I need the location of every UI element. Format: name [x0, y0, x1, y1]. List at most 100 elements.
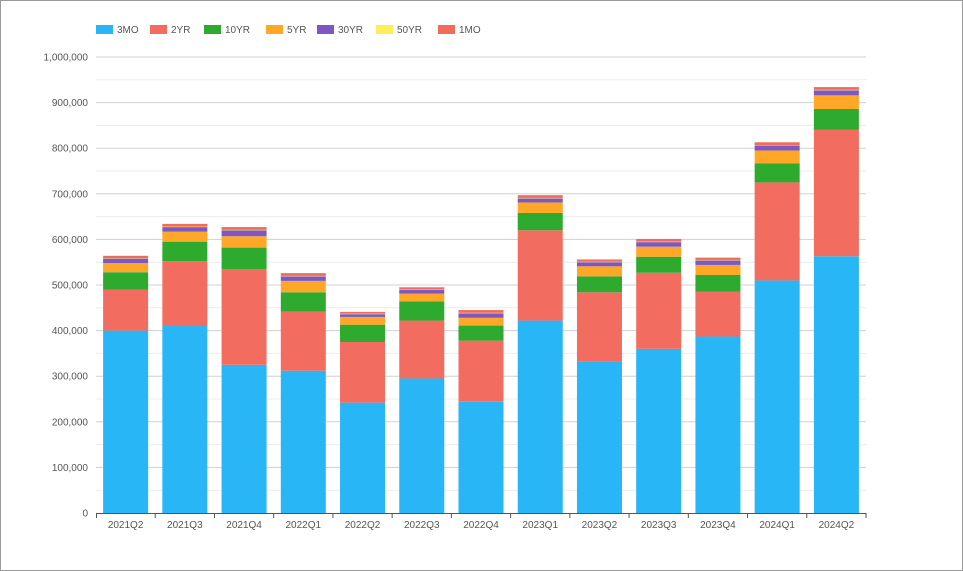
bar-segment-5yr-2023q1[interactable] [517, 202, 563, 213]
bar-segment-2yr-2023q2[interactable] [576, 292, 622, 362]
bar-segment-1mo-2023q3[interactable] [636, 238, 682, 242]
legend-swatch-5yr [266, 25, 283, 34]
bar-segment-1mo-2024q1[interactable] [754, 142, 800, 146]
bar-segment-10yr-2022q2[interactable] [340, 324, 386, 342]
legend[interactable]: 3MO 2YR 10YR 5YR 30YR 50YR 1MO [96, 25, 481, 36]
bar-segment-30yr-2022q3[interactable] [399, 290, 445, 294]
bar-segment-1mo-2024q2[interactable] [813, 87, 859, 90]
bar-segment-3mo-2024q2[interactable] [813, 256, 859, 513]
legend-item-30yr[interactable]: 30YR [317, 25, 363, 36]
bar-segment-30yr-2021q3[interactable] [162, 227, 208, 232]
bar-segment-1mo-2023q4[interactable] [695, 257, 741, 260]
legend-item-2yr[interactable]: 2YR [150, 25, 190, 36]
bar-segment-30yr-2023q3[interactable] [636, 242, 682, 247]
bar-segment-3mo-2023q3[interactable] [636, 348, 682, 513]
bar-segment-1mo-2023q2[interactable] [576, 259, 622, 262]
bar-segment-3mo-2023q1[interactable] [517, 320, 563, 513]
bar-segment-2yr-2024q2[interactable] [813, 129, 859, 257]
bar-segment-1mo-2021q3[interactable] [162, 223, 208, 227]
bar-segment-5yr-2024q1[interactable] [754, 150, 800, 164]
bar-segment-5yr-2023q2[interactable] [576, 266, 622, 277]
bar-segment-30yr-2022q2[interactable] [340, 314, 386, 317]
bar-segment-2yr-2021q4[interactable] [221, 269, 267, 365]
legend-item-3mo[interactable]: 3MO [96, 25, 139, 36]
bar-segment-1mo-2022q1[interactable] [280, 273, 326, 276]
bar-segment-3mo-2023q4[interactable] [695, 336, 741, 513]
bar-segment-2yr-2021q3[interactable] [162, 261, 208, 327]
legend-item-50yr[interactable]: 50YR [376, 25, 422, 36]
bar-segment-10yr-2024q1[interactable] [754, 163, 800, 183]
bar-segment-5yr-2021q4[interactable] [221, 236, 267, 248]
bar-segment-30yr-2023q4[interactable] [695, 260, 741, 265]
bar-segment-1mo-2021q2[interactable] [103, 255, 149, 259]
x-tick-label: 2023Q2 [582, 520, 618, 531]
bar-segment-5yr-2022q2[interactable] [340, 316, 386, 325]
bar-segment-30yr-2021q2[interactable] [103, 258, 149, 264]
bar-segment-10yr-2023q4[interactable] [695, 274, 741, 292]
bar-segment-5yr-2021q2[interactable] [103, 263, 149, 273]
bar-segment-10yr-2021q4[interactable] [221, 247, 267, 270]
bar-segment-30yr-2023q2[interactable] [576, 262, 622, 267]
bar-segment-3mo-2021q3[interactable] [162, 326, 208, 513]
bar-segment-5yr-2023q4[interactable] [695, 264, 741, 275]
bar-segment-2yr-2024q1[interactable] [754, 182, 800, 281]
bar-segment-30yr-2022q1[interactable] [280, 276, 326, 281]
bar-segment-5yr-2022q4[interactable] [458, 317, 504, 326]
bar-segment-10yr-2022q4[interactable] [458, 325, 504, 341]
bar-segment-30yr-2024q2[interactable] [813, 90, 859, 96]
bar-segment-10yr-2022q1[interactable] [280, 292, 326, 312]
bar-segment-10yr-2023q3[interactable] [636, 256, 682, 273]
bar-segment-10yr-2024q2[interactable] [813, 108, 859, 130]
y-tick-label: 0 [82, 509, 88, 520]
x-tick-label: 2023Q4 [700, 520, 736, 531]
y-tick-label: 300,000 [52, 372, 89, 383]
bar-segment-2yr-2023q4[interactable] [695, 291, 741, 337]
legend-label-30yr: 30YR [338, 25, 363, 36]
bar-segment-30yr-2022q4[interactable] [458, 313, 504, 318]
y-tick-label: 200,000 [52, 417, 89, 428]
bar-segment-3mo-2022q2[interactable] [340, 402, 386, 513]
bar-segment-10yr-2023q2[interactable] [576, 276, 622, 293]
bar-segment-5yr-2022q1[interactable] [280, 280, 326, 293]
bar-segment-1mo-2022q2[interactable] [340, 311, 386, 314]
legend-swatch-1mo [438, 25, 455, 34]
bar-segment-10yr-2023q1[interactable] [517, 212, 563, 231]
bar-segment-1mo-2022q3[interactable] [399, 287, 445, 290]
bar-segment-2yr-2023q1[interactable] [517, 230, 563, 321]
bars [103, 87, 859, 513]
bar-segment-3mo-2023q2[interactable] [576, 361, 622, 513]
bar-segment-3mo-2022q3[interactable] [399, 378, 445, 513]
bar-segment-2yr-2022q3[interactable] [399, 320, 445, 379]
bar-segment-3mo-2021q2[interactable] [103, 330, 149, 513]
legend-item-1mo[interactable]: 1MO [438, 25, 481, 36]
axes [96, 513, 867, 518]
y-tick-label: 500,000 [52, 281, 89, 292]
bar-segment-30yr-2021q4[interactable] [221, 230, 267, 237]
bar-segment-5yr-2023q3[interactable] [636, 246, 682, 257]
bar-segment-3mo-2024q1[interactable] [754, 280, 800, 513]
bar-segment-3mo-2022q1[interactable] [280, 370, 326, 513]
bar-segment-2yr-2022q2[interactable] [340, 342, 386, 403]
bar-segment-10yr-2021q2[interactable] [103, 272, 149, 290]
bar-segment-10yr-2021q3[interactable] [162, 241, 208, 262]
bar-segment-2yr-2023q3[interactable] [636, 272, 682, 349]
bar-segment-30yr-2023q1[interactable] [517, 198, 563, 203]
bar-segment-5yr-2022q3[interactable] [399, 293, 445, 302]
bar-segment-1mo-2022q4[interactable] [458, 310, 504, 313]
x-tick-label: 2021Q3 [167, 520, 203, 531]
bar-segment-5yr-2021q3[interactable] [162, 231, 208, 242]
bar-segment-3mo-2022q4[interactable] [458, 401, 504, 513]
bar-segment-2yr-2022q4[interactable] [458, 340, 504, 402]
bar-segment-5yr-2024q2[interactable] [813, 95, 859, 109]
legend-item-5yr[interactable]: 5YR [266, 25, 306, 36]
bar-segment-1mo-2023q1[interactable] [517, 195, 563, 198]
bar-segment-2yr-2022q1[interactable] [280, 311, 326, 371]
x-tick-label: 2021Q2 [108, 520, 144, 531]
bar-segment-30yr-2024q1[interactable] [754, 145, 800, 151]
bar-segment-3mo-2021q4[interactable] [221, 364, 267, 513]
y-axis-ticks: 0 100,000 200,000 300,000 400,000 500,000 600,… [44, 53, 89, 520]
bar-segment-1mo-2021q4[interactable] [221, 227, 267, 230]
bar-segment-10yr-2022q3[interactable] [399, 301, 445, 321]
legend-item-10yr[interactable]: 10YR [204, 25, 250, 36]
bar-segment-2yr-2021q2[interactable] [103, 289, 149, 331]
